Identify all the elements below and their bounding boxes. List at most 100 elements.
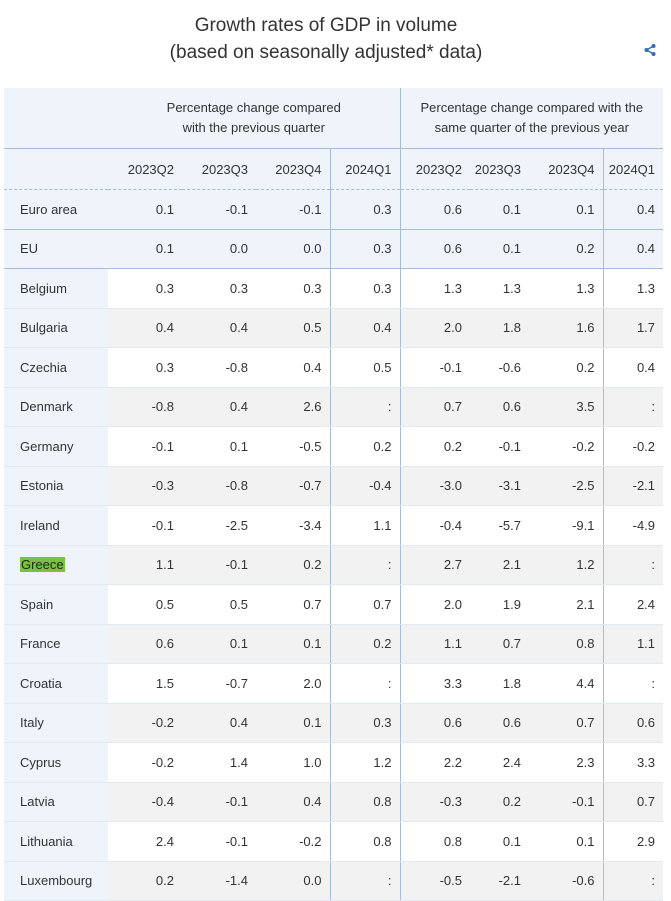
value-cell: :: [602, 663, 664, 704]
value-cell: 0.6: [470, 387, 529, 427]
value-cell: 0.8: [399, 821, 470, 862]
value-cell: 0.1: [529, 821, 603, 862]
title-line-1: Growth rates of GDP in volume: [194, 15, 458, 36]
value-cell: 0.1: [529, 189, 603, 230]
value-cell: 0.7: [256, 584, 330, 625]
value-cell: 2.3: [529, 742, 603, 783]
value-cell: 2.4: [602, 584, 664, 625]
table-row: Czechia 0.3 -0.8 0.4 0.5 -0.1 -0.6 0.2 0.4: [4, 347, 664, 388]
value-cell: 1.3: [399, 268, 470, 309]
value-cell: 0.4: [329, 308, 400, 348]
country-name: France: [20, 636, 61, 652]
table-row: Latvia -0.4 -0.1 0.4 0.8 -0.3 0.2 -0.1 0.7: [4, 782, 664, 822]
value-cell: -0.7: [182, 663, 256, 704]
value-cell: 0.2: [256, 545, 330, 585]
table-row: Estonia -0.3 -0.8 -0.7 -0.4 -3.0 -3.1 -2.5 -2.1: [4, 466, 664, 506]
value-cell: 2.0: [399, 308, 470, 348]
value-cell: 0.4: [602, 347, 664, 388]
value-cell: -0.1: [182, 545, 256, 585]
value-cell: -0.2: [108, 742, 182, 783]
value-cell: -0.5: [256, 426, 330, 467]
group-header-line: Percentage change compared with the: [420, 100, 644, 115]
value-cell: 1.1: [399, 624, 470, 664]
value-cell: 1.5: [108, 663, 182, 704]
group-header-previous-quarter: Percentage change compared with the prev…: [108, 88, 400, 149]
value-cell: 0.7: [470, 624, 529, 664]
period-header: 2023Q4: [256, 148, 330, 190]
period-header: 2023Q2: [399, 148, 470, 190]
country-name: Greece: [20, 557, 65, 573]
country-cell: Luxembourg: [4, 861, 108, 901]
value-cell: 1.9: [470, 584, 529, 625]
value-cell: 0.5: [108, 584, 182, 625]
value-cell: -0.1: [108, 505, 182, 546]
country-name: Croatia: [20, 675, 62, 691]
value-cell: 1.2: [529, 545, 603, 585]
value-cell: -0.4: [399, 505, 470, 546]
value-cell: 0.2: [329, 426, 400, 467]
value-cell: -1.4: [182, 861, 256, 901]
country-name: Germany: [20, 438, 74, 454]
value-cell: 0.1: [256, 624, 330, 664]
period-header: 2023Q4: [529, 148, 603, 190]
value-cell: -2.5: [529, 466, 603, 506]
value-cell: 0.0: [256, 229, 330, 269]
value-cell: 0.1: [108, 229, 182, 269]
value-cell: 0.2: [108, 861, 182, 901]
table-row: Spain 0.5 0.5 0.7 0.7 2.0 1.9 2.1 2.4: [4, 584, 664, 625]
value-cell: 0.6: [399, 229, 470, 269]
value-cell: 0.3: [108, 268, 182, 309]
value-cell: -5.7: [470, 505, 529, 546]
table-row: Cyprus -0.2 1.4 1.0 1.2 2.2 2.4 2.3 3.3: [4, 742, 664, 783]
value-cell: -0.8: [182, 466, 256, 506]
title-line-2: (based on seasonally adjusted* data): [169, 42, 483, 63]
value-cell: 1.1: [108, 545, 182, 585]
value-cell: 0.6: [399, 703, 470, 743]
period-header: 2023Q3: [182, 148, 256, 190]
country-name: EU: [20, 241, 39, 257]
table-row: Luxembourg 0.2 -1.4 0.0: -0.5 -2.1 -0.6:: [4, 861, 664, 901]
value-cell: 0.3: [329, 703, 400, 743]
value-cell: 0.8: [329, 782, 400, 822]
table-row: Italy -0.2 0.4 0.1 0.3 0.6 0.6 0.7 0.6: [4, 703, 664, 743]
value-cell: -0.1: [529, 782, 603, 822]
value-cell: 0.1: [470, 189, 529, 230]
table-row: Ireland -0.1 -2.5 -3.4 1.1 -0.4 -5.7 -9.1 -4.9: [4, 505, 664, 546]
value-cell: 0.3: [182, 268, 256, 309]
table-row: Germany -0.1 0.1 -0.5 0.2 0.2 -0.1 -0.2 -0.2: [4, 426, 664, 467]
value-cell: 1.3: [529, 268, 603, 309]
table-row: Denmark -0.8 0.4 2.6:0.7 0.6 3.5:: [4, 387, 664, 427]
table-row: EU 0.1 0.0 0.0 0.3 0.6 0.1 0.2 0.4: [4, 229, 664, 269]
table-body: Euro area 0.1 -0.1 -0.1 0.3 0.6 0.1 0.1 0.4 EU 0.1…: [4, 189, 664, 901]
country-cell: Denmark: [4, 387, 108, 427]
country-name: Cyprus: [20, 754, 62, 770]
table-row: Euro area 0.1 -0.1 -0.1 0.3 0.6 0.1 0.1 0.4: [4, 189, 664, 230]
country-name: Spain: [20, 596, 54, 612]
value-cell: :: [329, 387, 400, 427]
value-cell: 3.5: [529, 387, 603, 427]
country-name: Denmark: [20, 399, 73, 415]
value-cell: 0.2: [329, 624, 400, 664]
value-cell: 1.2: [329, 742, 400, 783]
value-cell: 0.0: [182, 229, 256, 269]
value-cell: :: [602, 861, 664, 901]
value-cell: -0.8: [182, 347, 256, 388]
country-cell: France: [4, 624, 108, 664]
country-cell: Greece: [4, 545, 108, 585]
share-icon[interactable]: [642, 42, 658, 58]
header-corner: [4, 88, 108, 149]
value-cell: -0.8: [108, 387, 182, 427]
value-cell: 2.9: [602, 821, 664, 862]
value-cell: -0.1: [399, 347, 470, 388]
country-cell: EU: [4, 229, 108, 269]
group-header-line: same quarter of the previous year: [434, 120, 629, 135]
country-name: Lithuania: [20, 833, 73, 849]
value-cell: 1.8: [470, 663, 529, 704]
header-corner: [4, 148, 108, 190]
country-cell: Croatia: [4, 663, 108, 704]
value-cell: 0.4: [182, 703, 256, 743]
value-cell: 0.8: [329, 821, 400, 862]
country-cell: Belgium: [4, 268, 108, 309]
value-cell: 1.3: [470, 268, 529, 309]
value-cell: -0.2: [108, 703, 182, 743]
